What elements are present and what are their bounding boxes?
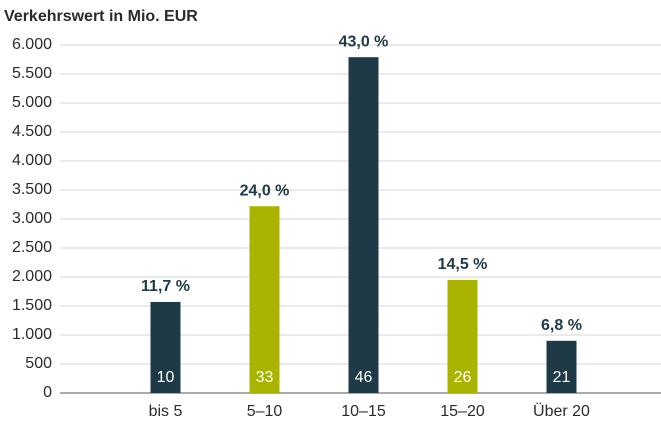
count-label: 26 — [454, 369, 472, 386]
bar — [546, 340, 577, 393]
count-label: 46 — [355, 369, 373, 386]
x-tick-label: 10–15 — [341, 403, 386, 420]
percent-label: 24,0 % — [240, 182, 290, 199]
percent-label: 6,8 % — [541, 317, 582, 334]
percent-label: 14,5 % — [438, 256, 488, 273]
y-tick-label: 6.000 — [12, 36, 52, 53]
bar — [249, 206, 280, 393]
chart-title: Verkehrswert in Mio. EUR — [4, 8, 198, 25]
y-tick-label: 4.000 — [12, 152, 52, 169]
bar — [348, 57, 379, 394]
percent-label: 11,7 % — [141, 278, 190, 295]
y-tick-label: 0 — [43, 384, 52, 401]
y-tick-label: 2.000 — [12, 268, 52, 285]
y-tick-label: 4.500 — [12, 123, 52, 140]
y-tick-label: 3.000 — [12, 210, 52, 227]
count-label: 10 — [157, 369, 175, 386]
count-label: 33 — [256, 369, 274, 386]
x-tick-label: Über 20 — [533, 402, 590, 420]
x-tick-label: 5–10 — [247, 403, 283, 420]
y-tick-label: 1.500 — [12, 297, 52, 314]
y-tick-label: 5.500 — [12, 65, 52, 82]
x-tick-label: 15–20 — [440, 403, 485, 420]
percent-label: 43,0 % — [339, 33, 389, 50]
y-tick-label: 3.500 — [12, 181, 52, 198]
y-tick-label: 2.500 — [12, 239, 52, 256]
y-tick-label: 1.000 — [12, 326, 52, 343]
bar — [447, 279, 478, 393]
count-label: 21 — [553, 369, 571, 386]
y-tick-label: 5.000 — [12, 94, 52, 111]
y-tick-label: 500 — [25, 355, 52, 372]
bar — [150, 301, 181, 393]
x-tick-label: bis 5 — [149, 403, 183, 420]
